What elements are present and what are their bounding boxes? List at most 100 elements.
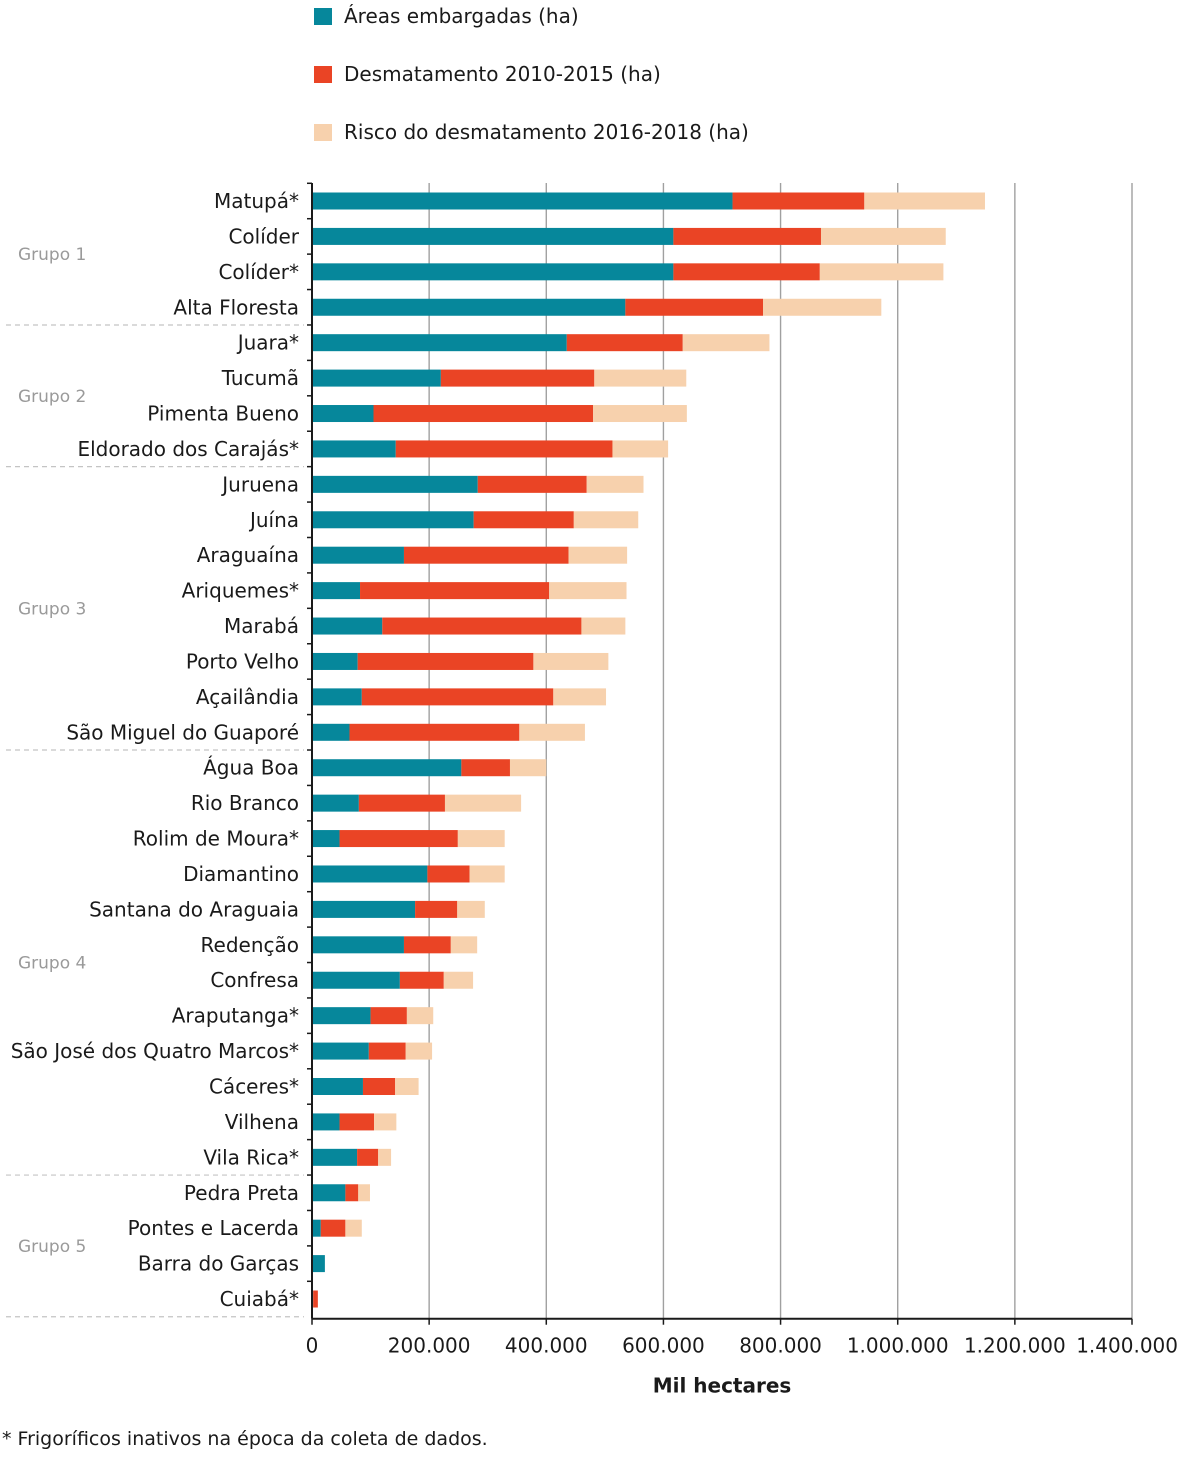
bar-segment-3-3	[819, 263, 944, 281]
bar-segment-9-2	[477, 475, 587, 493]
category-label-20: Diamantino	[183, 862, 299, 886]
legend-swatch-2	[314, 66, 332, 83]
bar-segment-22-1	[312, 936, 404, 954]
group-label-2: Grupo 2	[18, 387, 86, 407]
bar-segment-5-2	[566, 334, 683, 352]
bar-segment-17-1	[312, 759, 462, 777]
bar-segment-9-3	[586, 475, 644, 493]
category-label-19: Rolim de Moura*	[133, 827, 299, 851]
bar-segment-4-2	[625, 298, 763, 316]
x-tick-label-0: 0	[306, 1334, 319, 1358]
bar-segment-21-2	[415, 900, 458, 918]
category-label-17: Água Boa	[203, 756, 299, 780]
bar-segment-23-2	[399, 971, 444, 989]
bar-segment-20-2	[427, 865, 470, 883]
category-label-1: Matupá*	[214, 189, 299, 213]
bar-segment-5-1	[312, 334, 567, 352]
bar-segment-16-3	[519, 723, 585, 741]
footnote: * Frigoríficos inativos na época da cole…	[2, 1428, 488, 1450]
bar-segment-30-1	[312, 1219, 321, 1237]
category-label-31: Barra do Garças	[138, 1252, 299, 1276]
legend-label-3: Risco do desmatamento 2016-2018 (ha)	[344, 120, 749, 144]
bar-segment-28-3	[378, 1148, 392, 1166]
x-tick-label-2: 400.000	[505, 1334, 588, 1358]
bar-segment-18-2	[358, 794, 445, 812]
category-label-15: Açailândia	[196, 685, 299, 709]
category-label-26: Cáceres*	[209, 1075, 299, 1099]
bar-segment-18-1	[312, 794, 359, 812]
category-label-25: São José dos Quatro Marcos*	[11, 1039, 299, 1063]
category-label-16: São Miguel do Guaporé	[66, 720, 299, 744]
bar-segment-2-2	[673, 227, 821, 245]
category-label-23: Confresa	[210, 968, 299, 992]
bar-segment-28-1	[312, 1148, 358, 1166]
x-tick-label-4: 800.000	[739, 1334, 822, 1358]
bar-segment-21-3	[457, 900, 485, 918]
category-label-9: Juruena	[220, 472, 299, 496]
bar-segment-17-3	[509, 759, 547, 777]
bar-segment-10-3	[573, 511, 639, 529]
category-label-22: Redenção	[201, 933, 299, 957]
x-tick-label-3: 600.000	[622, 1334, 705, 1358]
bar-segment-12-1	[312, 582, 361, 600]
category-label-3: Colíder*	[218, 260, 299, 284]
bar-segment-21-1	[312, 900, 416, 918]
bar-segment-1-1	[312, 192, 733, 210]
bar-segment-25-2	[368, 1042, 406, 1060]
bar-segment-24-2	[370, 1007, 407, 1025]
bar-segment-4-3	[763, 298, 882, 316]
bar-segment-1-3	[864, 192, 985, 210]
category-label-5: Juara*	[236, 331, 299, 355]
bar-segment-29-1	[312, 1184, 346, 1202]
bar-segment-26-2	[362, 1078, 396, 1095]
bar-segment-27-3	[374, 1113, 397, 1131]
legend-swatch-3	[314, 124, 332, 141]
bar-segment-23-1	[312, 971, 400, 989]
bar-segment-22-3	[450, 936, 478, 954]
bar-segment-15-2	[361, 688, 554, 706]
chart-legend: Áreas embargadas (ha) Desmatamento 2010-2…	[314, 4, 749, 144]
category-label-18: Rio Branco	[191, 791, 299, 815]
category-label-21: Santana do Araguaia	[89, 897, 299, 921]
bar-segment-12-3	[549, 582, 627, 600]
bar-segment-13-2	[382, 617, 582, 635]
bar-segment-19-3	[457, 830, 505, 848]
bar-segment-29-3	[358, 1184, 370, 1202]
bar-segment-2-3	[820, 227, 946, 245]
bar-segment-13-3	[581, 617, 626, 635]
bar-segment-18-3	[444, 794, 522, 812]
bar-segment-1-2	[732, 192, 865, 210]
bar-segment-30-2	[320, 1219, 346, 1237]
bar-segment-25-1	[312, 1042, 369, 1060]
category-label-24: Araputanga*	[172, 1004, 299, 1028]
group-label-5: Grupo 5	[18, 1237, 86, 1257]
bar-segment-10-2	[473, 511, 574, 529]
bar-segment-23-3	[443, 971, 474, 989]
bar-segment-16-2	[349, 723, 520, 741]
legend-swatch-1	[314, 8, 332, 25]
category-label-4: Alta Floresta	[173, 295, 299, 319]
category-label-10: Juína	[248, 508, 299, 532]
bar-segment-7-3	[593, 405, 687, 423]
category-label-32: Cuiabá*	[220, 1287, 299, 1311]
x-tick-label-1: 200.000	[388, 1334, 471, 1358]
category-label-6: Tucumã	[221, 366, 299, 390]
category-label-11: Araguaína	[197, 543, 299, 567]
bar-segment-14-3	[533, 652, 609, 670]
bar-segment-3-1	[312, 263, 674, 281]
gridlines	[428, 183, 1133, 1319]
bar-segment-30-3	[345, 1219, 362, 1237]
bar-segment-11-2	[403, 546, 569, 564]
group-label-3: Grupo 3	[18, 599, 86, 619]
legend-label-2: Desmatamento 2010-2015 (ha)	[344, 62, 661, 86]
bar-segment-2-1	[312, 227, 674, 245]
x-tick-label-7: 1.400.000	[1076, 1334, 1178, 1358]
bar-segment-7-1	[312, 405, 374, 423]
bar-segment-26-3	[395, 1078, 419, 1095]
bar-segment-8-2	[395, 440, 613, 458]
bar-segment-14-1	[312, 652, 358, 670]
bar-segment-9-1	[312, 475, 478, 493]
bar-segment-19-1	[312, 830, 340, 848]
bar-segment-20-1	[312, 865, 428, 883]
bar-segment-22-2	[403, 936, 451, 954]
